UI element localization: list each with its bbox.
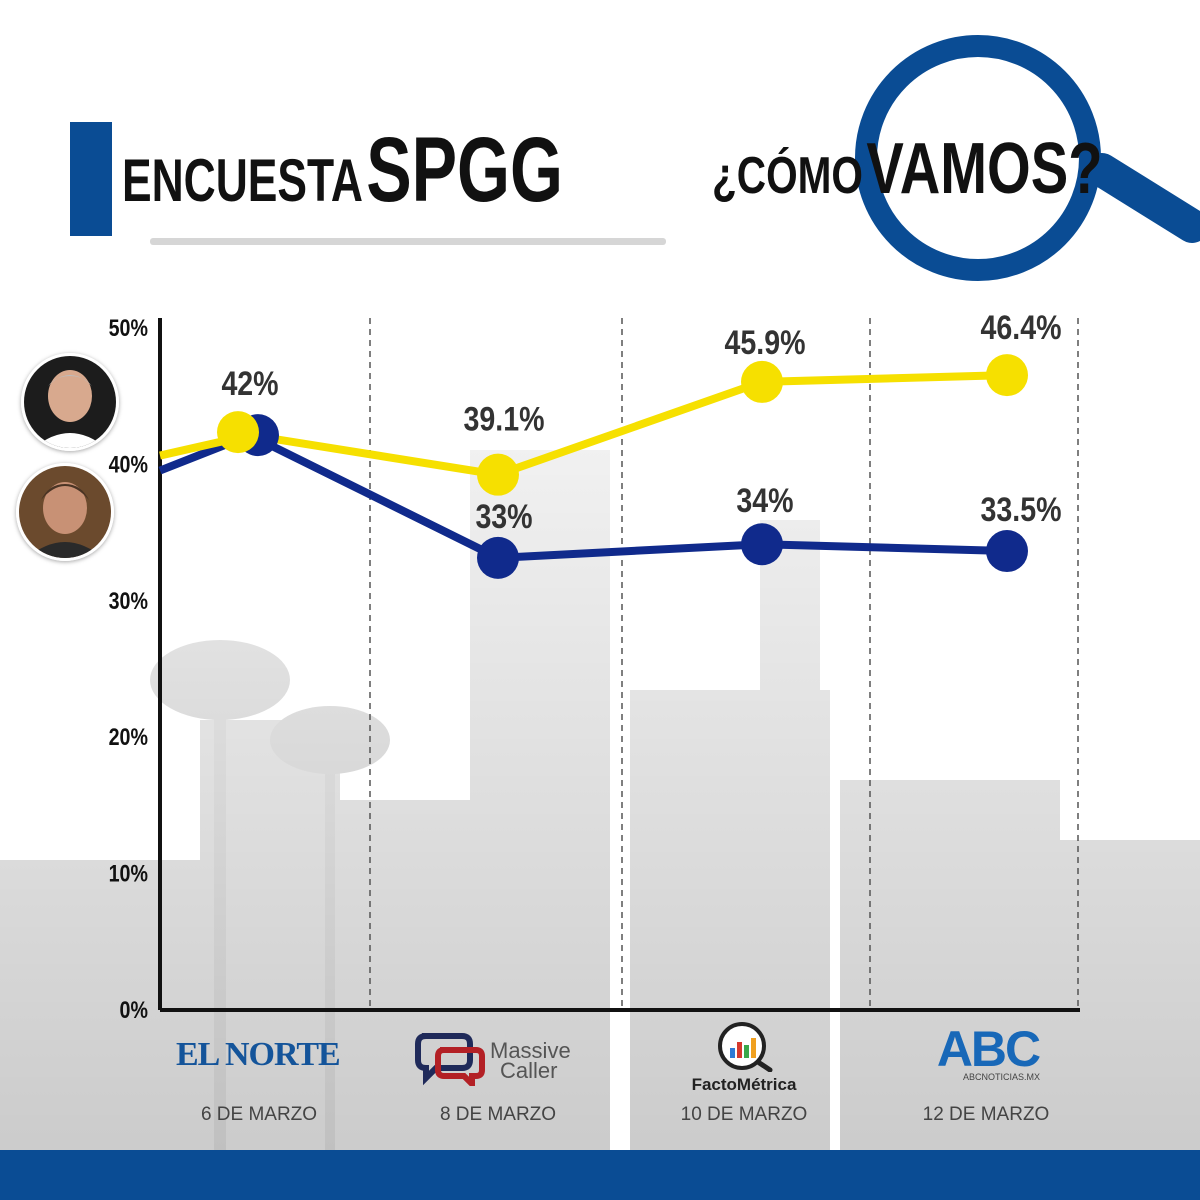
y-tick-label: 10%: [109, 860, 148, 887]
tagline: ¿CÓMO VAMOS?: [712, 128, 1103, 210]
series-line-1: [159, 371, 1008, 479]
y-tick-label: 20%: [109, 723, 148, 750]
data-label: 33.5%: [981, 491, 1062, 529]
person-photo-icon: [19, 466, 111, 558]
x-category-label: 12 DE MARZO: [923, 1104, 1050, 1125]
y-tick-label: 40%: [109, 451, 148, 478]
data-label: 33%: [475, 498, 532, 536]
data-label: 34%: [736, 482, 793, 520]
factometrica-name: FactoMétrica: [691, 1075, 797, 1094]
title-word-encuesta: ENCUESTA: [122, 147, 363, 214]
data-point: [986, 530, 1028, 573]
y-tick-label: 30%: [109, 587, 148, 614]
data-point: [477, 536, 519, 579]
data-point: [741, 523, 783, 566]
data-label: 42%: [221, 365, 278, 403]
y-tick-label: 50%: [109, 314, 148, 341]
data-point: [741, 360, 783, 403]
massive-caller-logo: Massive Caller: [414, 1030, 594, 1086]
title-word-spgg: SPGG: [366, 119, 563, 221]
data-label: 39.1%: [464, 400, 545, 438]
data-point: [986, 354, 1028, 397]
el-norte-logo: EL NORTE: [176, 1036, 341, 1073]
massive-caller-line2: Caller: [500, 1058, 558, 1083]
title-accent-bar: [70, 122, 112, 236]
candidate-avatar-1: [21, 353, 119, 451]
y-tick-label: 0%: [120, 996, 148, 1023]
data-point: [477, 453, 519, 496]
abc-subtitle: ABCNOTICIAS.MX: [962, 1072, 1040, 1082]
footer-band: [0, 1150, 1200, 1200]
page-title: ENCUESTA SPGG: [122, 118, 563, 223]
speech-bubbles-icon: [415, 1033, 485, 1086]
person-photo-icon: [24, 356, 116, 448]
x-category-label: 10 DE MARZO: [681, 1104, 808, 1125]
x-category-label: 6 DE MARZO: [201, 1104, 317, 1125]
abc-noticias-logo: ABC ABCNOTICIAS.MX: [930, 1021, 1046, 1090]
magnifier-bar-chart-icon: [718, 1022, 773, 1072]
factometrica-logo: FactoMétrica: [686, 1020, 802, 1100]
massive-caller-line1: Massive: [490, 1038, 571, 1063]
candidate-avatar-2: [16, 463, 114, 561]
series-line-2: [158, 431, 1008, 562]
abc-wordmark: ABC: [936, 1021, 1041, 1077]
data-label: 45.9%: [725, 324, 806, 362]
x-category-label: 8 DE MARZO: [440, 1104, 556, 1125]
data-label: 46.4%: [981, 309, 1062, 347]
title-underline: [150, 238, 666, 245]
data-point: [217, 411, 259, 454]
tagline-vamos: VAMOS?: [866, 129, 1103, 209]
tagline-como: ¿CÓMO: [712, 147, 863, 205]
magnifier-icon: [855, 35, 1200, 281]
